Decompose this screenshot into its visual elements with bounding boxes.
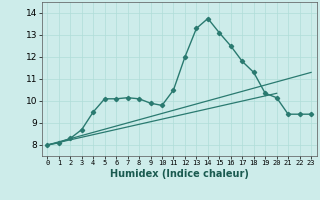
- X-axis label: Humidex (Indice chaleur): Humidex (Indice chaleur): [110, 169, 249, 179]
